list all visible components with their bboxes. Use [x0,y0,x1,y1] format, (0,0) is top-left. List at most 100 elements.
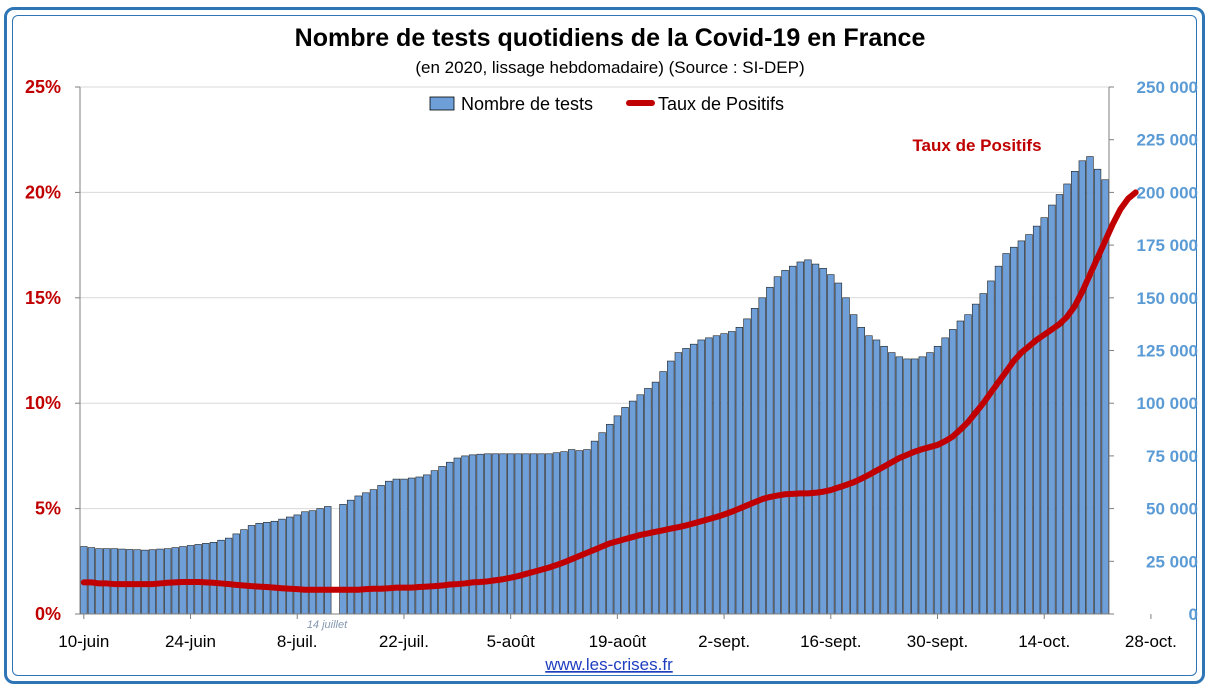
bar [1086,156,1094,615]
right-tick-label: 50 000 [1146,500,1198,519]
bar [743,318,751,615]
bar [1010,246,1018,615]
bar [1063,183,1071,615]
bar [842,297,850,615]
left-tick-label: 10% [25,393,61,413]
bar [446,461,454,615]
bar [1040,217,1048,615]
right-tick-label: 225 000 [1137,131,1198,150]
bar [369,489,378,615]
x-tick-label: 8-juil. [277,632,318,651]
bar [834,282,843,615]
bar [697,339,705,615]
right-tick-label: 200 000 [1137,183,1198,202]
bar [202,543,210,615]
bar [438,466,446,615]
bar [255,523,263,615]
bar [453,457,461,615]
x-tick-label: 10-juin [58,632,109,651]
x-tick-label: 2-sept. [698,632,750,651]
bar [949,329,957,615]
bar [285,516,294,615]
series-line-taux-de-positifs [80,189,1139,593]
bar [339,504,347,615]
bar [308,510,317,615]
bar [423,474,431,615]
outer-frame [4,7,1205,684]
right-tick-label: 175 000 [1137,236,1198,255]
bar [789,265,797,615]
bar [217,539,225,615]
bar [964,314,972,615]
bar [644,388,652,615]
bar [926,352,934,615]
bar [895,356,904,615]
bar [1017,240,1025,615]
bar [682,348,690,615]
bar [293,514,301,615]
right-tick-label: 75 000 [1146,447,1198,466]
bar [971,303,980,615]
bar [209,542,218,615]
bar [628,400,637,615]
bar [476,453,484,615]
bar [941,337,949,615]
bar [514,453,522,615]
bar [796,261,804,615]
legend-label-positifs: Taux de Positifs [658,94,784,114]
bar [567,449,576,615]
bar [956,320,965,615]
bar [499,453,507,615]
right-tick-label: 0 [1189,605,1198,624]
bar [872,339,881,615]
bar [910,358,919,615]
bar [918,356,926,615]
bar [1032,225,1041,615]
bar [224,537,233,615]
bar [575,450,583,615]
bar [819,267,827,615]
x-tick-label: 22-juil. [379,632,429,651]
bar [385,480,393,615]
x-tick-label: 24-juin [165,632,216,651]
bar [522,453,530,615]
bar [415,476,423,615]
x-axis-ticks: 10-juin 24-juin 8-juil. 22-juil. 5-août 19-ao… [58,614,1177,651]
x-tick-label: 28-oct. [1125,632,1177,651]
bar [324,506,332,615]
bar [468,454,477,615]
right-tick-label: 25 000 [1146,552,1198,571]
bar [750,308,759,615]
bar [247,525,256,615]
x-tick-label: 14-oct. [1018,632,1070,651]
left-tick-label: 20% [25,182,61,202]
inner-frame [12,15,1197,676]
right-tick-label: 125 000 [1137,342,1198,361]
bar [720,333,728,615]
bar [621,407,629,615]
bars-group [80,156,1109,615]
annotation-14-juillet: 14 juillet [307,619,348,631]
bar [400,478,408,615]
bar [240,529,248,615]
left-tick-label: 15% [25,288,61,308]
bar [560,451,568,615]
bar [354,495,362,615]
bar [316,508,324,615]
right-tick-label: 100 000 [1137,394,1198,413]
bar [583,449,591,615]
bar [933,345,942,615]
x-tick-label: 16-sept. [800,632,861,651]
bar [667,360,675,615]
bar [552,452,561,615]
footer-url[interactable]: www.les-crises.fr [544,655,673,674]
right-tick-label: 250 000 [1137,78,1198,97]
bar [903,358,911,615]
bar [1002,253,1010,615]
bar [827,274,835,615]
x-tick-label: 5-août [487,632,535,651]
left-tick-label: 0% [35,604,61,624]
bar [590,440,599,615]
bar [506,453,515,615]
